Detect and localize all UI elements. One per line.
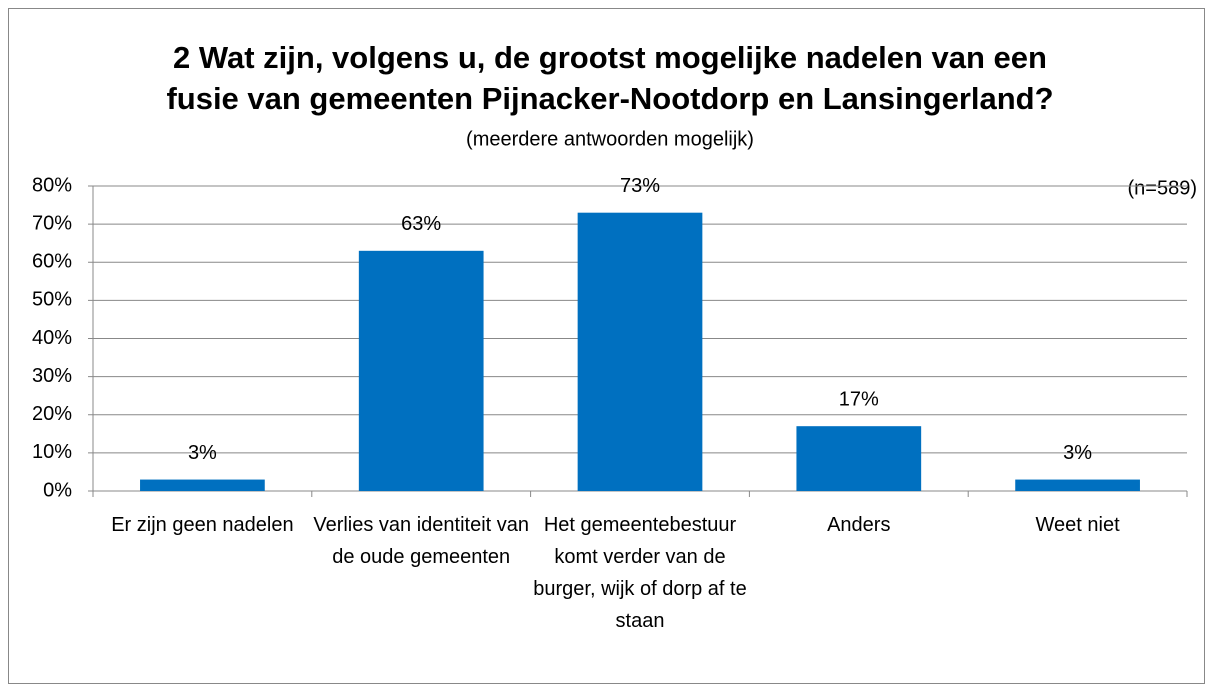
bar (358, 250, 484, 491)
y-tick-label: 0% (43, 479, 72, 501)
chart-title: 2 Wat zijn, volgens u, de grootst mogeli… (173, 40, 1047, 75)
chart-title: fusie van gemeenten Pijnacker-Nootdorp e… (166, 81, 1053, 116)
data-label: 73% (620, 175, 660, 197)
x-tick-label: Verlies van identiteit van de oude gemee… (313, 514, 530, 568)
x-tick-label: Anders (827, 514, 891, 536)
y-tick-label: 60% (32, 251, 72, 273)
bar (577, 212, 703, 491)
y-tick-label: 80% (32, 174, 72, 196)
y-tick-label: 20% (32, 403, 72, 425)
data-label: 3% (1063, 442, 1092, 464)
bar (796, 426, 922, 491)
data-label: 17% (839, 388, 879, 410)
y-tick-label: 30% (32, 365, 72, 387)
x-tick-label: Het gemeentebestuur komt verder van de b… (533, 514, 747, 632)
y-tick-label: 50% (32, 289, 72, 311)
y-tick-label: 10% (32, 441, 72, 463)
bar (140, 479, 265, 491)
x-tick-label: Weet niet (1035, 514, 1120, 536)
annotation: (n=589) (1128, 177, 1198, 199)
chart-subtitle: (meerdere antwoorden mogelijk) (466, 128, 754, 150)
y-tick-label: 40% (32, 327, 72, 349)
y-tick-label: 70% (32, 212, 72, 234)
data-label: 3% (188, 442, 217, 464)
data-label: 63% (401, 213, 441, 235)
x-tick-label: Er zijn geen nadelen (111, 514, 294, 536)
bar (1015, 479, 1140, 491)
